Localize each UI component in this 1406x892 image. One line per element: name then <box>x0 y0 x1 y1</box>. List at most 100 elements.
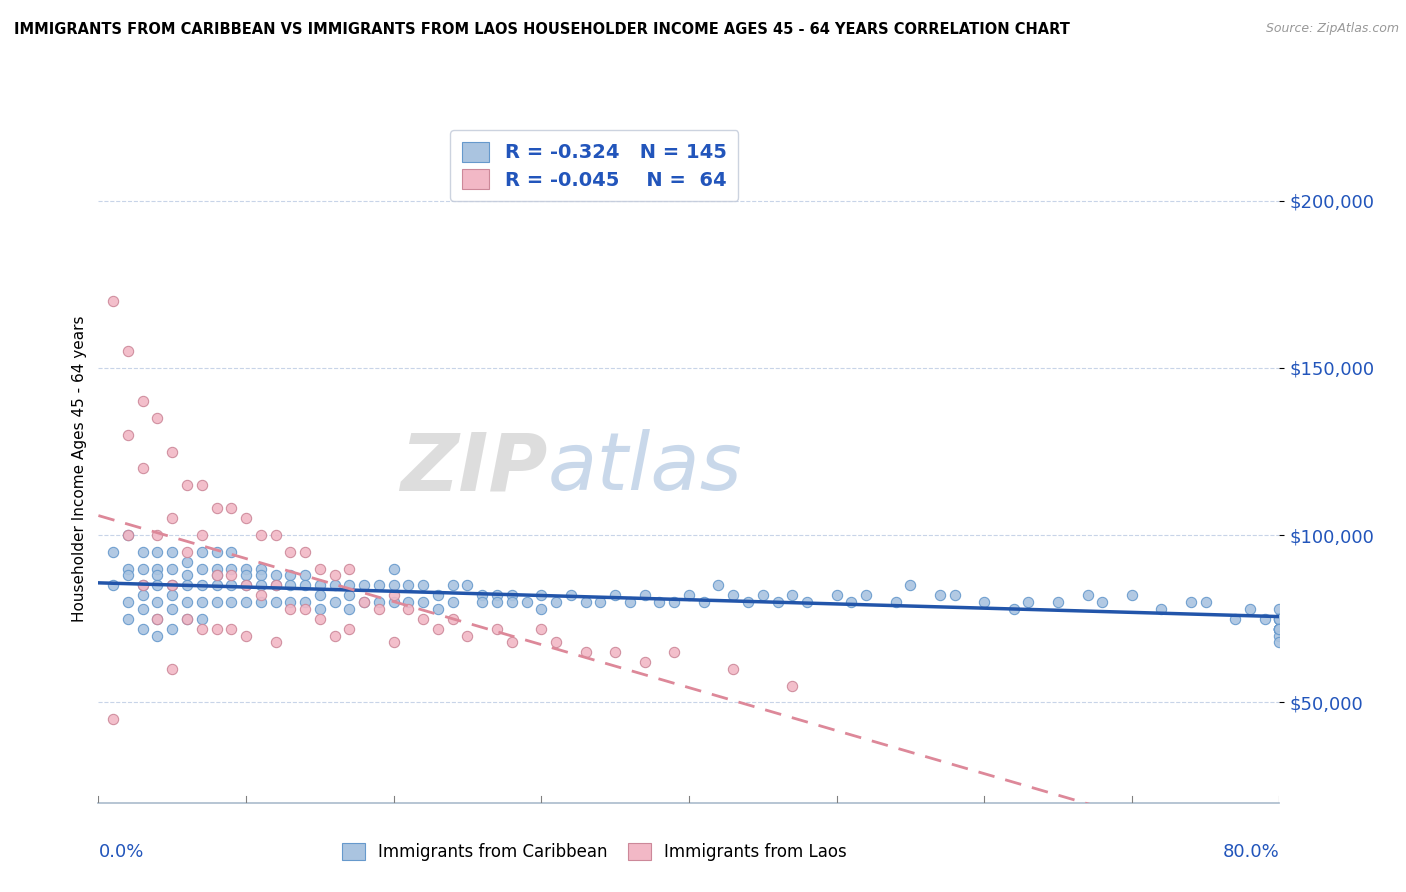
Point <box>751 589 773 603</box>
Point <box>117 568 139 582</box>
Point <box>796 595 818 609</box>
Point <box>176 545 198 559</box>
Point <box>176 612 198 626</box>
Point <box>278 545 302 559</box>
Point <box>648 595 671 609</box>
Point <box>782 589 804 603</box>
Point <box>278 602 302 616</box>
Point <box>235 511 257 525</box>
Point <box>855 589 877 603</box>
Point <box>235 562 257 576</box>
Point <box>132 622 155 636</box>
Point <box>721 662 744 676</box>
Point <box>264 578 287 592</box>
Point <box>176 612 198 626</box>
Point <box>693 595 716 609</box>
Point <box>633 655 655 669</box>
Point <box>530 622 553 636</box>
Point <box>619 595 641 609</box>
Point <box>162 444 183 458</box>
Point <box>707 578 730 592</box>
Point <box>309 602 332 616</box>
Point <box>382 578 405 592</box>
Point <box>219 562 242 576</box>
Point <box>309 562 332 576</box>
Point <box>176 595 198 609</box>
Point <box>146 568 169 582</box>
Point <box>117 428 139 442</box>
Point <box>264 595 287 609</box>
Point <box>219 568 242 582</box>
Point <box>1268 612 1291 626</box>
Point <box>486 595 509 609</box>
Point <box>103 293 125 308</box>
Point <box>294 568 316 582</box>
Point <box>103 545 125 559</box>
Point <box>103 578 125 592</box>
Point <box>176 568 198 582</box>
Point <box>176 478 198 492</box>
Point <box>1150 602 1173 616</box>
Point <box>205 545 228 559</box>
Point <box>264 528 287 542</box>
Point <box>146 545 169 559</box>
Point <box>191 545 214 559</box>
Point <box>219 622 242 636</box>
Point <box>250 562 273 576</box>
Point <box>412 612 434 626</box>
Point <box>382 589 405 603</box>
Point <box>191 612 214 626</box>
Point <box>264 635 287 649</box>
Point <box>1268 622 1291 636</box>
Point <box>146 612 169 626</box>
Point <box>471 595 494 609</box>
Point <box>441 612 464 626</box>
Point <box>278 568 302 582</box>
Text: IMMIGRANTS FROM CARIBBEAN VS IMMIGRANTS FROM LAOS HOUSEHOLDER INCOME AGES 45 - 6: IMMIGRANTS FROM CARIBBEAN VS IMMIGRANTS … <box>14 22 1070 37</box>
Point <box>162 578 183 592</box>
Text: atlas: atlas <box>547 429 742 508</box>
Point <box>839 595 862 609</box>
Point <box>146 628 169 642</box>
Point <box>250 589 273 603</box>
Point <box>501 589 523 603</box>
Point <box>191 595 214 609</box>
Point <box>605 589 627 603</box>
Point <box>1091 595 1114 609</box>
Point <box>146 595 169 609</box>
Point <box>337 578 360 592</box>
Point <box>368 578 391 592</box>
Point <box>250 568 273 582</box>
Point <box>766 595 789 609</box>
Point <box>1268 635 1291 649</box>
Point <box>162 562 183 576</box>
Point <box>1268 622 1291 636</box>
Point <box>1223 612 1246 626</box>
Point <box>219 501 242 516</box>
Point <box>1017 595 1039 609</box>
Point <box>1268 612 1291 626</box>
Point <box>337 562 360 576</box>
Point <box>396 602 419 616</box>
Point <box>1195 595 1218 609</box>
Point <box>278 595 302 609</box>
Point <box>294 595 316 609</box>
Point <box>146 578 169 592</box>
Point <box>235 568 257 582</box>
Point <box>278 578 302 592</box>
Point <box>605 645 627 659</box>
Point <box>1046 595 1069 609</box>
Point <box>353 595 375 609</box>
Point <box>323 595 346 609</box>
Y-axis label: Householder Income Ages 45 - 64 years: Householder Income Ages 45 - 64 years <box>72 315 87 622</box>
Point <box>382 562 405 576</box>
Point <box>117 612 139 626</box>
Point <box>782 679 804 693</box>
Point <box>162 622 183 636</box>
Text: 80.0%: 80.0% <box>1223 843 1279 861</box>
Point <box>219 545 242 559</box>
Point <box>456 578 478 592</box>
Point <box>162 589 183 603</box>
Point <box>117 595 139 609</box>
Point <box>191 478 214 492</box>
